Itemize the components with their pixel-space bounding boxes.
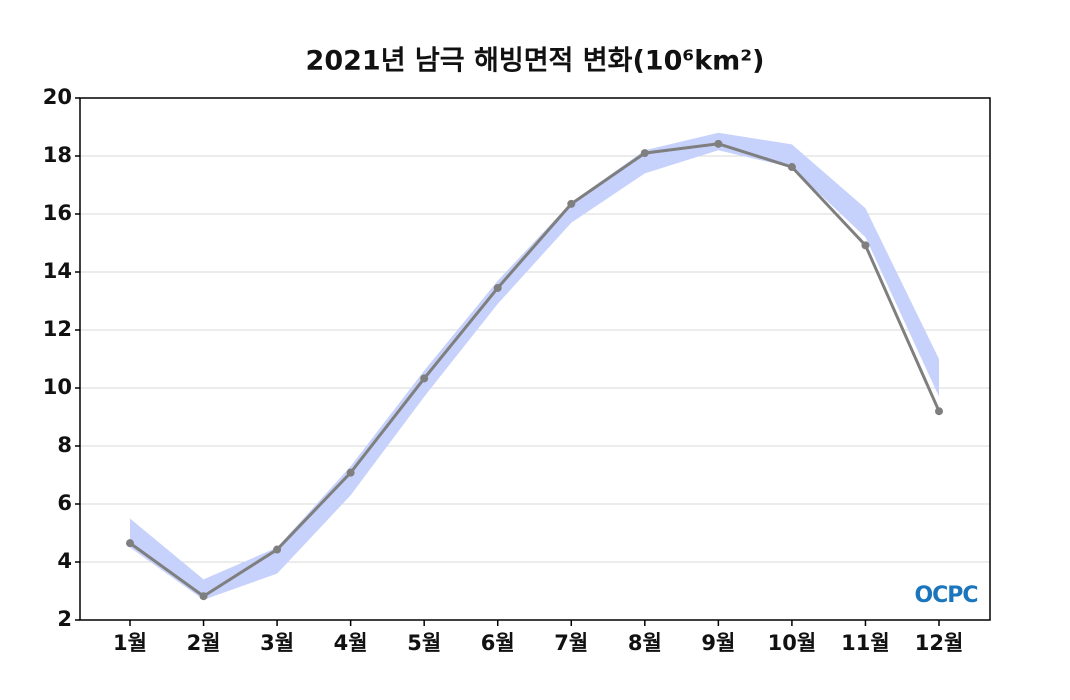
x-tick-label: 3월 xyxy=(260,631,294,655)
data-point xyxy=(493,283,502,292)
data-point xyxy=(640,149,649,158)
x-tick-label: 2월 xyxy=(187,631,221,655)
y-tick-label: 2 xyxy=(57,607,72,631)
plot-frame xyxy=(79,97,991,621)
data-point xyxy=(346,468,355,477)
data-point xyxy=(861,241,870,250)
y-tick-label: 4 xyxy=(57,549,72,573)
y-tick-label: 16 xyxy=(43,201,72,225)
y-tick-label: 8 xyxy=(57,433,72,457)
data-point xyxy=(199,592,208,601)
data-point xyxy=(567,199,576,208)
x-tick-label: 5월 xyxy=(407,631,441,655)
data-point xyxy=(126,539,134,548)
data-point xyxy=(787,163,796,172)
data-point xyxy=(420,374,429,383)
y-tick-label: 10 xyxy=(43,375,72,399)
y-tick-label: 12 xyxy=(43,317,72,341)
y-tick-label: 18 xyxy=(43,143,72,167)
x-tick-label: 8월 xyxy=(628,631,662,655)
data-point xyxy=(935,407,943,416)
logo: OCPC xyxy=(914,583,977,608)
x-tick-label: 9월 xyxy=(701,631,735,655)
x-tick-label: 12월 xyxy=(915,631,964,655)
x-tick-label: 7월 xyxy=(554,631,588,655)
data-line xyxy=(129,142,941,599)
y-tick-label: 6 xyxy=(57,491,72,515)
y-tick-label: 20 xyxy=(43,85,72,109)
chart-title: 2021년 남극 해빙면적 변화(10⁶km²) xyxy=(306,46,765,77)
x-tick-label: 6월 xyxy=(481,631,515,655)
y-tick-label: 14 xyxy=(43,259,72,283)
x-tick-label: 10월 xyxy=(768,631,817,655)
data-point xyxy=(714,139,723,148)
x-tick-label: 1월 xyxy=(113,631,147,655)
data-point xyxy=(273,545,282,554)
x-tick-label: 4월 xyxy=(334,631,368,655)
x-tick-label: 11월 xyxy=(841,631,890,655)
